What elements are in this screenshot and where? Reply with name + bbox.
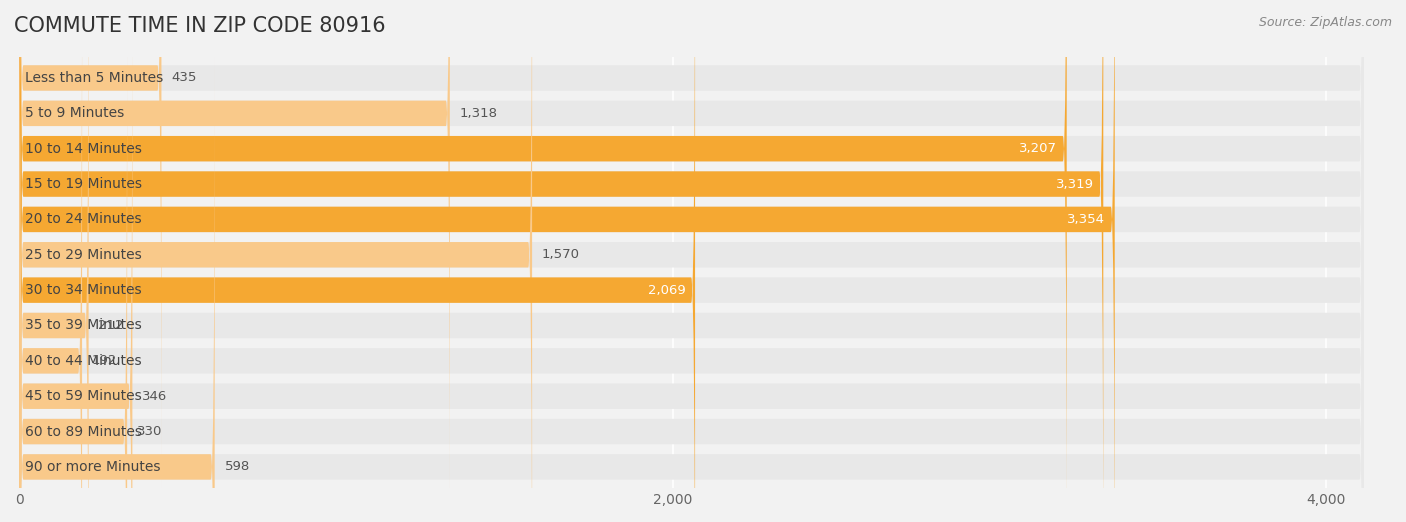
- FancyBboxPatch shape: [20, 0, 1364, 522]
- Text: Less than 5 Minutes: Less than 5 Minutes: [25, 71, 163, 85]
- Text: 435: 435: [172, 72, 197, 85]
- FancyBboxPatch shape: [20, 0, 1364, 522]
- Text: 40 to 44 Minutes: 40 to 44 Minutes: [25, 354, 142, 368]
- Text: 45 to 59 Minutes: 45 to 59 Minutes: [25, 389, 142, 403]
- Text: 1,570: 1,570: [541, 248, 579, 262]
- Text: 3,354: 3,354: [1067, 213, 1105, 226]
- Text: 60 to 89 Minutes: 60 to 89 Minutes: [25, 424, 142, 438]
- FancyBboxPatch shape: [20, 0, 1364, 522]
- FancyBboxPatch shape: [20, 0, 1364, 522]
- Text: Source: ZipAtlas.com: Source: ZipAtlas.com: [1258, 16, 1392, 29]
- Text: 346: 346: [142, 390, 167, 402]
- FancyBboxPatch shape: [20, 0, 695, 522]
- Text: 598: 598: [225, 460, 250, 473]
- Text: 192: 192: [91, 354, 117, 367]
- Text: 20 to 24 Minutes: 20 to 24 Minutes: [25, 212, 142, 227]
- FancyBboxPatch shape: [20, 0, 1115, 522]
- FancyBboxPatch shape: [20, 0, 1104, 522]
- FancyBboxPatch shape: [20, 0, 450, 522]
- Text: 90 or more Minutes: 90 or more Minutes: [25, 460, 160, 474]
- Text: 212: 212: [98, 319, 124, 332]
- FancyBboxPatch shape: [20, 0, 531, 522]
- FancyBboxPatch shape: [20, 55, 215, 522]
- Text: 35 to 39 Minutes: 35 to 39 Minutes: [25, 318, 142, 333]
- Text: 3,207: 3,207: [1019, 142, 1057, 155]
- FancyBboxPatch shape: [20, 0, 162, 490]
- FancyBboxPatch shape: [20, 20, 127, 522]
- FancyBboxPatch shape: [20, 0, 1067, 522]
- FancyBboxPatch shape: [20, 0, 1364, 522]
- FancyBboxPatch shape: [20, 0, 82, 522]
- Text: 2,069: 2,069: [648, 283, 685, 296]
- FancyBboxPatch shape: [20, 0, 1364, 522]
- FancyBboxPatch shape: [20, 0, 132, 522]
- FancyBboxPatch shape: [20, 55, 1364, 522]
- Text: 10 to 14 Minutes: 10 to 14 Minutes: [25, 141, 142, 156]
- Text: 30 to 34 Minutes: 30 to 34 Minutes: [25, 283, 142, 297]
- FancyBboxPatch shape: [20, 0, 1364, 490]
- FancyBboxPatch shape: [20, 20, 1364, 522]
- Text: COMMUTE TIME IN ZIP CODE 80916: COMMUTE TIME IN ZIP CODE 80916: [14, 16, 385, 35]
- Text: 15 to 19 Minutes: 15 to 19 Minutes: [25, 177, 142, 191]
- Text: 1,318: 1,318: [460, 107, 498, 120]
- Text: 330: 330: [136, 425, 162, 438]
- FancyBboxPatch shape: [20, 0, 1364, 522]
- FancyBboxPatch shape: [20, 0, 89, 522]
- FancyBboxPatch shape: [20, 0, 1364, 522]
- FancyBboxPatch shape: [20, 0, 1364, 522]
- Text: 3,319: 3,319: [1056, 177, 1094, 191]
- Text: 25 to 29 Minutes: 25 to 29 Minutes: [25, 248, 142, 262]
- Text: 5 to 9 Minutes: 5 to 9 Minutes: [25, 106, 125, 121]
